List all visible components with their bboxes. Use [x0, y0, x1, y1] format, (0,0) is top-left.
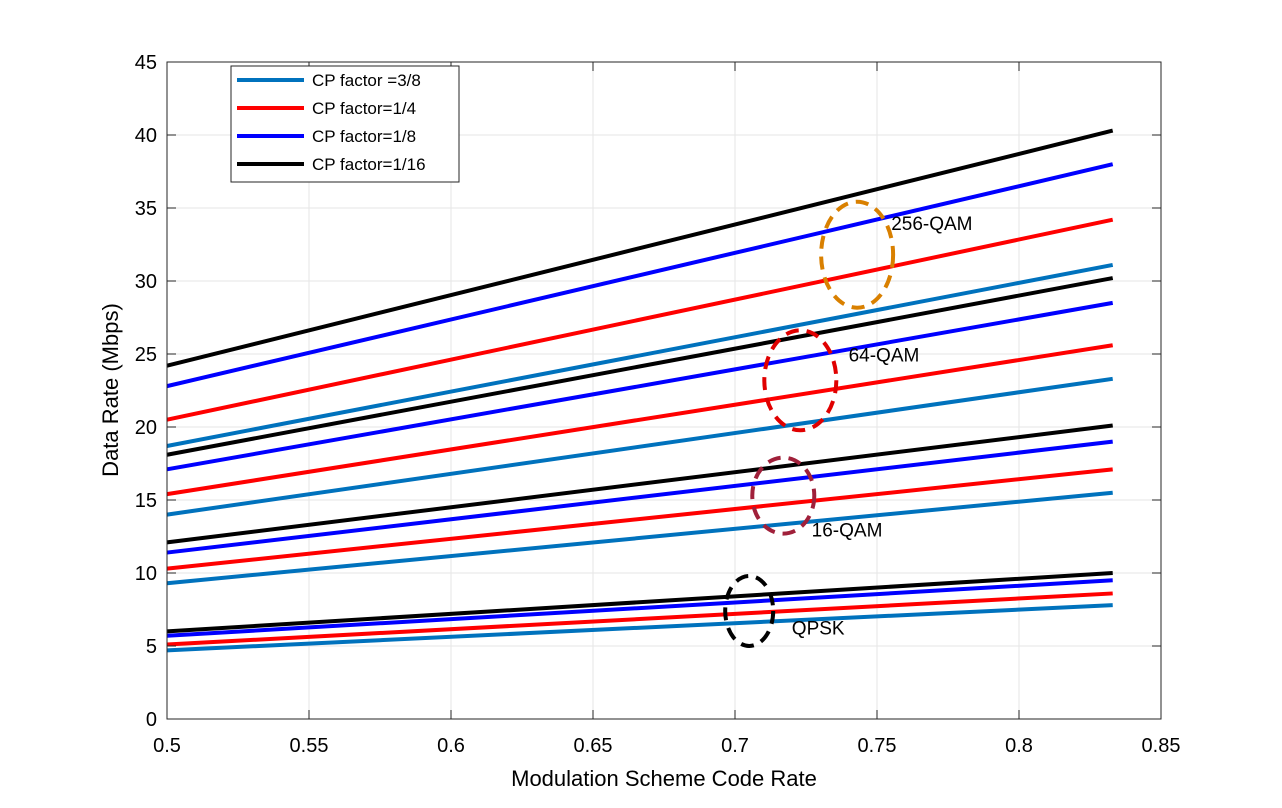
series-line-16-qam-cp-3-8: [166, 490, 1113, 586]
annotation-label-64-qam: 64-QAM: [849, 345, 920, 366]
series-line-256-qam-cp-1-8: [166, 162, 1114, 389]
series-line-64-qam-cp-3-8: [166, 376, 1114, 517]
x-axis-label: Modulation Scheme Code Rate: [511, 766, 817, 791]
annotation-label-256-qam: 256-QAM: [891, 214, 972, 235]
series-line-16-qam-cp-1-16: [166, 423, 1113, 545]
y-tick-label: 25: [135, 344, 157, 366]
x-tick-label: 0.5: [153, 735, 181, 757]
x-tick-label: 0.7: [721, 735, 749, 757]
x-tick-label: 0.55: [290, 735, 329, 757]
annotation-label-16-qam: 16-QAM: [812, 521, 883, 542]
annotation-ellipse-64-qam: [762, 328, 839, 433]
annotation-label-qpsk: QPSK: [792, 618, 845, 639]
legend-label: CP factor=1/16: [312, 155, 426, 174]
series-line-256-qam-cp-1-16: [166, 128, 1114, 368]
y-tick-label: 40: [135, 125, 157, 147]
series-line-64-qam-cp-1-16: [166, 276, 1114, 457]
y-axis-label: Data Rate (Mbps): [98, 303, 123, 477]
series-line-qpsk-cp-1-16: [166, 571, 1113, 634]
series-line-64-qam-cp-1-4: [166, 343, 1114, 497]
y-tick-label: 10: [135, 563, 157, 585]
y-tick-label: 20: [135, 417, 157, 439]
series-line-64-qam-cp-1-8: [166, 300, 1114, 472]
y-tick-label: 5: [146, 636, 157, 658]
series-line-qpsk-cp-3-8: [166, 603, 1113, 653]
series-line-256-qam-cp-1-4: [166, 217, 1114, 422]
legend: CP factor =3/8 CP factor=1/4 CP factor=1/8…: [230, 65, 460, 183]
y-tick-label: 30: [135, 271, 157, 293]
x-tick-label: 0.85: [1142, 735, 1181, 757]
legend-label: CP factor =3/8: [312, 71, 421, 90]
y-tick-label: 0: [146, 709, 157, 731]
annotations: 256-QAM 64-QAM 16-QAM QPSK: [723, 199, 973, 648]
series-line-256-qam-cp-3-8: [166, 262, 1114, 448]
series-lines: [166, 128, 1114, 653]
y-tick-label: 15: [135, 490, 157, 512]
y-tick-label: 45: [135, 52, 157, 74]
series-line-qpsk-cp-1-8: [166, 578, 1113, 638]
legend-label: CP factor=1/8: [312, 127, 416, 146]
series-line-qpsk-cp-1-4: [166, 591, 1113, 647]
ticks: 0.5 0.55 0.6 0.65 0.7 0.75 0.8 0.85 0 5 10 15 20 25 30…: [135, 52, 1181, 757]
annotation-ellipse-qpsk: [723, 573, 776, 648]
x-tick-label: 0.6: [437, 735, 465, 757]
y-tick-label: 35: [135, 198, 157, 220]
x-tick-label: 0.8: [1005, 735, 1033, 757]
x-tick-label: 0.75: [858, 735, 897, 757]
annotation-ellipse-16-qam: [750, 455, 817, 536]
series-line-16-qam-cp-1-4: [166, 467, 1113, 571]
plot-frame: [166, 61, 1162, 720]
series-line-16-qam-cp-1-8: [166, 439, 1113, 555]
annotation-ellipse-256-qam: [819, 199, 896, 310]
legend-label: CP factor=1/4: [312, 99, 416, 118]
x-tick-label: 0.65: [574, 735, 613, 757]
